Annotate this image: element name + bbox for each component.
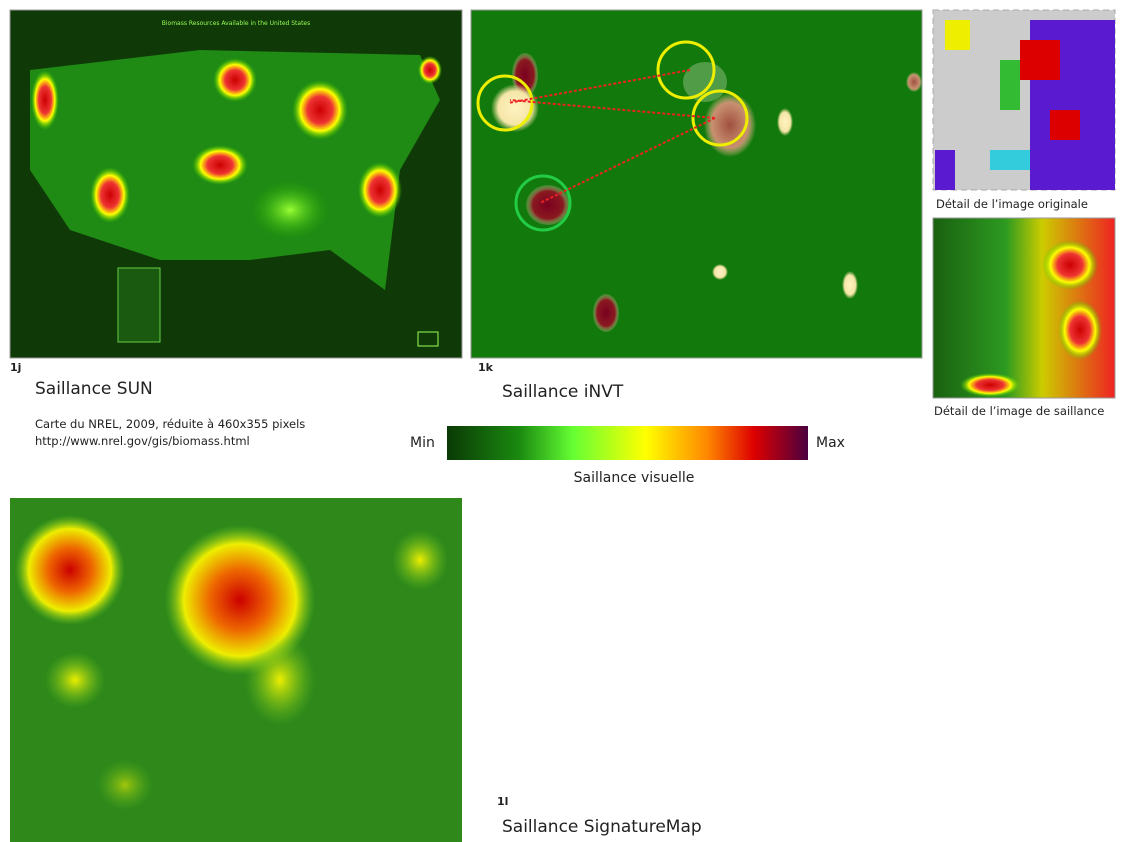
colorbar-max: Max bbox=[816, 435, 845, 451]
colorbar-title: Saillance visuelle bbox=[574, 470, 695, 486]
source-note: Carte du NREL, 2009, réduite à 460x355 p… bbox=[35, 417, 305, 431]
panel-title: Saillance SignatureMap bbox=[502, 817, 702, 837]
panel-label: 1l bbox=[497, 795, 508, 808]
panel-title: Saillance iNVT bbox=[502, 382, 624, 402]
panel-label: 1j bbox=[10, 361, 21, 374]
colorbar-min: Min bbox=[410, 435, 435, 451]
detail-original bbox=[932, 9, 1116, 191]
invt-map bbox=[470, 9, 923, 359]
source-url: http://www.nrel.gov/gis/biomass.html bbox=[35, 434, 250, 448]
sun-map: Biomass Resources Available in the Unite… bbox=[9, 9, 463, 359]
colorbar bbox=[447, 426, 808, 460]
detail-caption: Détail de l’image de saillance bbox=[934, 404, 1104, 418]
panel-label: 1k bbox=[478, 361, 494, 374]
panel-title: Saillance SUN bbox=[35, 379, 153, 399]
detail-caption: Détail de l’image originale bbox=[936, 197, 1088, 211]
detail-saliency bbox=[932, 217, 1116, 399]
map-title: Biomass Resources Available in the Unite… bbox=[162, 20, 311, 27]
signature-map bbox=[10, 498, 462, 842]
